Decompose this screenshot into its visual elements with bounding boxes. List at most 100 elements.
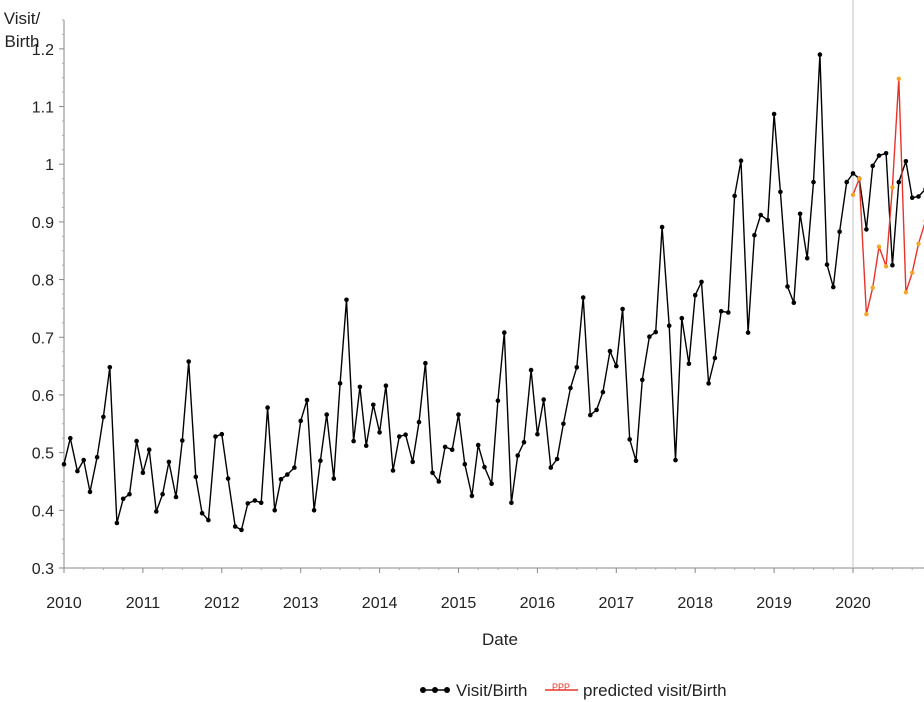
- legend-item-predicted: PPP predicted visit/Birth: [545, 681, 727, 700]
- data-point: [797, 211, 803, 217]
- data-point: [442, 444, 448, 450]
- legend-swatch-marker: [444, 687, 450, 693]
- data-point: [659, 224, 665, 230]
- data-point: [180, 438, 185, 443]
- data-point: [916, 194, 921, 199]
- legend-label: Visit/Birth: [456, 681, 528, 700]
- data-point: [114, 520, 120, 526]
- y-tick-label: 0.3: [32, 561, 54, 578]
- y-tick-label: 0.7: [32, 330, 54, 347]
- legend-swatch-marker: PPP: [552, 682, 570, 692]
- data-point: [588, 412, 593, 418]
- data-point: [371, 402, 376, 408]
- data-point: [199, 510, 205, 516]
- data-point: [252, 498, 258, 503]
- data-point: [771, 111, 777, 117]
- y-tick-label: 1.1: [32, 100, 54, 117]
- x-tick-label: 2015: [441, 595, 477, 612]
- data-point: [311, 508, 317, 513]
- data-point: [620, 306, 625, 312]
- data-point: [232, 524, 238, 529]
- data-point: [600, 389, 606, 395]
- data-point: [726, 310, 731, 315]
- data-point: [324, 412, 330, 417]
- data-point: [883, 264, 889, 269]
- data-point: [896, 76, 901, 82]
- data-point: [403, 432, 408, 438]
- data-point: [666, 323, 672, 329]
- data-point: [120, 496, 126, 502]
- data-point: [732, 193, 737, 199]
- data-point: [745, 330, 751, 335]
- x-tick-label: 2017: [598, 595, 634, 612]
- x-tick-label: 2012: [204, 595, 240, 612]
- data-point: [357, 384, 363, 390]
- y-tick-label: 1: [45, 157, 54, 174]
- data-point: [482, 464, 487, 470]
- data-point: [857, 176, 862, 181]
- data-point: [436, 479, 442, 484]
- data-point: [515, 453, 520, 458]
- data-point: [640, 377, 645, 383]
- series-visit-birth: [61, 52, 924, 533]
- data-point: [278, 476, 284, 482]
- data-point: [469, 493, 475, 499]
- data-point: [107, 365, 113, 370]
- data-point: [265, 405, 270, 410]
- data-point: [258, 500, 264, 506]
- data-point: [245, 501, 251, 506]
- data-point: [154, 509, 159, 514]
- data-point: [449, 447, 455, 453]
- data-point: [738, 158, 744, 163]
- data-point: [285, 472, 290, 477]
- data-point: [173, 494, 179, 500]
- data-point: [686, 361, 692, 367]
- x-tick-label: 2010: [46, 595, 82, 612]
- data-point: [363, 443, 369, 449]
- data-point: [318, 458, 323, 464]
- x-tick-label: 2020: [835, 595, 871, 612]
- data-point: [903, 159, 909, 164]
- data-point: [864, 312, 869, 317]
- data-point: [554, 456, 560, 462]
- series-line: [852, 78, 924, 315]
- data-point: [456, 412, 461, 417]
- data-point: [225, 476, 231, 481]
- data-point: [607, 348, 613, 354]
- y-axis-title-line-1: Visit/: [4, 9, 41, 28]
- data-point: [541, 397, 546, 402]
- series-layer: [61, 52, 924, 533]
- legend-label: predicted visit/Birth: [583, 681, 727, 700]
- data-point: [785, 284, 790, 289]
- axes: 0.3 0.4 0.5 0.6 0.7 0.8 0.9 1 1.1 1.2 2010 2011 2012…: [32, 0, 924, 612]
- data-point: [292, 465, 297, 470]
- data-point: [351, 438, 356, 444]
- data-point: [561, 421, 566, 427]
- data-point: [206, 517, 211, 523]
- data-point: [837, 229, 842, 234]
- data-point: [87, 489, 93, 495]
- data-point: [430, 470, 435, 476]
- data-point: [101, 414, 106, 420]
- data-point: [462, 461, 468, 467]
- data-point: [804, 255, 810, 261]
- data-point: [68, 435, 73, 441]
- data-point: [193, 474, 199, 480]
- data-point: [94, 454, 100, 460]
- data-point: [337, 381, 343, 386]
- data-point: [864, 227, 869, 232]
- data-point: [883, 151, 889, 156]
- y-tick-label: 0.5: [32, 446, 54, 463]
- data-point: [423, 360, 428, 366]
- data-point: [219, 431, 225, 437]
- data-point: [633, 458, 639, 464]
- data-point: [331, 476, 337, 481]
- data-point: [502, 330, 507, 335]
- data-point: [475, 442, 481, 448]
- data-point: [718, 309, 724, 314]
- data-point: [580, 295, 586, 300]
- data-point: [548, 465, 554, 470]
- data-point: [416, 419, 422, 425]
- data-point: [140, 470, 146, 476]
- y-tick-label: 0.6: [32, 388, 54, 405]
